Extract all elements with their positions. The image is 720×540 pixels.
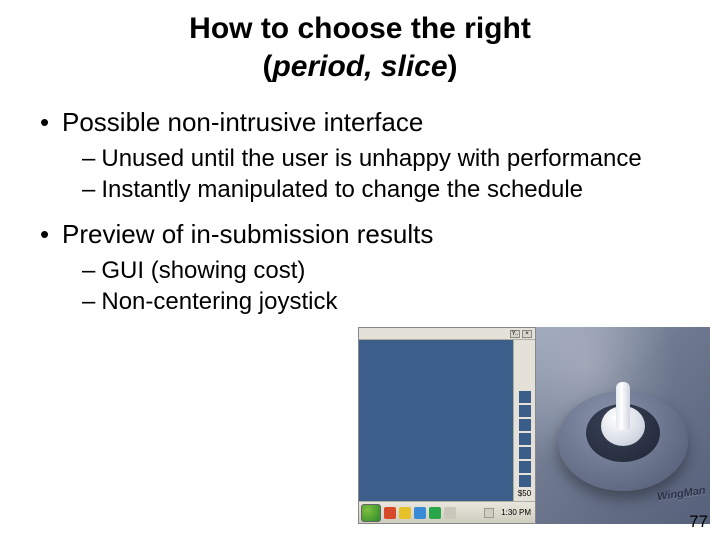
title-paren-open: ( (262, 50, 272, 83)
taskbar-app-icon (414, 507, 426, 519)
title-line-2: (period, slice) (30, 48, 690, 86)
bullet-1-sub-1: – Unused until the user is unhappy with … (82, 144, 660, 175)
taskbar-icons (381, 507, 456, 519)
bullet-1-sub-2: – Instantly manipulated to change the sc… (82, 175, 660, 206)
titlebar-button: Y.. (510, 330, 520, 338)
side-panel-block (519, 419, 531, 431)
embedded-images: Y.. × $50 1:30 PM (358, 327, 710, 524)
bullet-2-sub-2: – Non-centering joystick (82, 287, 337, 318)
side-panel-block (519, 391, 531, 403)
taskbar-clock: 1:30 PM (497, 508, 535, 517)
bullet-dot-icon: • (40, 107, 62, 138)
side-panel-block (519, 405, 531, 417)
bullet-1-text: Possible non-intrusive interface (62, 107, 423, 138)
screenshot-titlebar: Y.. × (359, 328, 535, 340)
dash-icon: – (82, 256, 101, 287)
slide-title: How to choose the right (period, slice) (30, 10, 690, 85)
start-button-icon (361, 504, 381, 522)
tray-icon (484, 508, 494, 518)
dash-icon: – (82, 144, 101, 175)
taskbar-app-icon (429, 507, 441, 519)
screenshot-taskbar: 1:30 PM (359, 501, 535, 523)
screenshot-body: $50 (359, 340, 535, 501)
title-line-1: How to choose the right (30, 10, 690, 48)
taskbar-app-icon (399, 507, 411, 519)
bullet-2-sub-2-text: Non-centering joystick (101, 287, 337, 318)
side-panel-block (519, 447, 531, 459)
cost-label: $50 (518, 489, 531, 499)
page-number: 77 (689, 512, 708, 532)
titlebar-close-icon: × (522, 330, 532, 338)
bullet-2-text: Preview of in-submission results (62, 219, 433, 250)
bullet-2-sub-1: – GUI (showing cost) (82, 256, 337, 287)
bullet-1-sub-2-text: Instantly manipulated to change the sche… (101, 175, 583, 206)
slide: How to choose the right (period, slice) … (0, 0, 720, 540)
dash-icon: – (82, 175, 101, 206)
bullet-1: • Possible non-intrusive interface (40, 107, 690, 138)
lower-text-column: – GUI (showing cost) – Non-centering joy… (30, 256, 367, 317)
side-panel-block (519, 461, 531, 473)
side-panel-block (519, 475, 531, 487)
title-inner: period, slice (272, 50, 447, 83)
bullet-1-sub-1-text: Unused until the user is unhappy with pe… (101, 144, 641, 175)
gui-screenshot: Y.. × $50 1:30 PM (358, 327, 536, 524)
bullet-dot-icon: • (40, 219, 62, 250)
taskbar-app-icon (384, 507, 396, 519)
bullet-2-sub-1-text: GUI (showing cost) (101, 256, 305, 287)
screenshot-main-panel (359, 340, 513, 501)
lower-row: – GUI (showing cost) – Non-centering joy… (30, 256, 690, 317)
screenshot-side-panel: $50 (513, 340, 535, 501)
bullet-2: • Preview of in-submission results (40, 219, 690, 250)
dash-icon: – (82, 287, 101, 318)
joystick-photo: WingMan (536, 327, 710, 524)
side-panel-block (519, 433, 531, 445)
title-paren-close: ) (448, 50, 458, 83)
taskbar-app-icon (444, 507, 456, 519)
joystick-stick (616, 382, 630, 430)
